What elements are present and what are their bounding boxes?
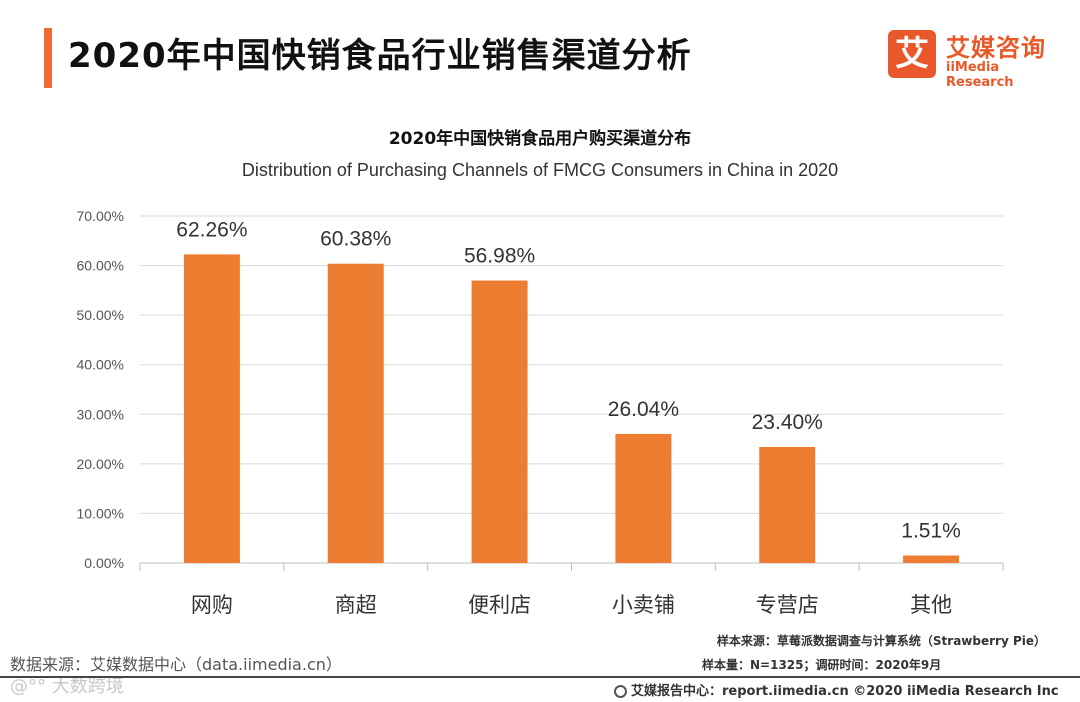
x-tick-label: 专营店 — [756, 593, 819, 617]
x-tick-label: 小卖铺 — [612, 593, 675, 617]
watermark: @°° 大数跨境 — [10, 676, 124, 697]
globe-icon — [614, 685, 627, 698]
title-accent-bar — [44, 28, 52, 88]
data-source: 数据来源：艾媒数据中心（data.iimedia.cn） — [10, 655, 342, 674]
iimedia-logo: 艾 艾媒咨询 iiMedia Research — [888, 30, 1068, 90]
footer-divider — [0, 676, 1080, 678]
chart-title: 2020年中国快销食品用户购买渠道分布 — [388, 129, 692, 149]
report-center: 艾媒报告中心：report.iimedia.cn ©2020 iiMedia R… — [614, 680, 1059, 699]
y-tick-label: 40.00% — [77, 357, 124, 373]
sample-size: 样本量：N=1325；调研时间：2020年9月 — [702, 658, 942, 672]
data-label: 60.38% — [320, 228, 391, 251]
sample-source: 样本来源：草莓派数据调查与计算系统（Strawberry Pie） — [716, 634, 1046, 648]
x-tick-label: 商超 — [335, 593, 377, 617]
bar-5 — [759, 447, 816, 563]
data-label: 23.40% — [752, 411, 823, 434]
y-tick-label: 30.00% — [77, 406, 124, 422]
bar-2 — [327, 263, 384, 563]
logo-name-en: iiMedia Research — [946, 60, 1014, 90]
bar-6 — [903, 555, 960, 563]
data-label: 26.04% — [608, 398, 679, 421]
logo-name-cn: 艾媒咨询 — [946, 34, 1046, 62]
y-tick-label: 50.00% — [77, 307, 124, 323]
y-tick-label: 70.00% — [77, 208, 124, 224]
report-center-text: 艾媒报告中心：report.iimedia.cn ©2020 iiMedia R… — [631, 684, 1059, 699]
y-tick-label: 10.00% — [77, 505, 124, 521]
data-label: 56.98% — [464, 245, 535, 268]
x-tick-label: 网购 — [191, 593, 233, 617]
y-tick-label: 60.00% — [77, 258, 124, 274]
data-label: 62.26% — [176, 218, 247, 241]
y-tick-label: 0.00% — [84, 555, 124, 571]
x-tick-label: 其他 — [910, 593, 952, 617]
bar-4 — [615, 433, 672, 563]
data-label: 1.51% — [901, 520, 961, 543]
bar-1 — [183, 254, 240, 563]
logo-mark: 艾 — [888, 30, 936, 78]
x-tick-label: 便利店 — [468, 593, 531, 617]
bar-3 — [471, 280, 528, 563]
chart-subtitle: Distribution of Purchasing Channels of F… — [241, 160, 839, 180]
page-title: 2020年中国快销食品行业销售渠道分析 — [68, 36, 692, 76]
y-tick-label: 20.00% — [77, 456, 124, 472]
